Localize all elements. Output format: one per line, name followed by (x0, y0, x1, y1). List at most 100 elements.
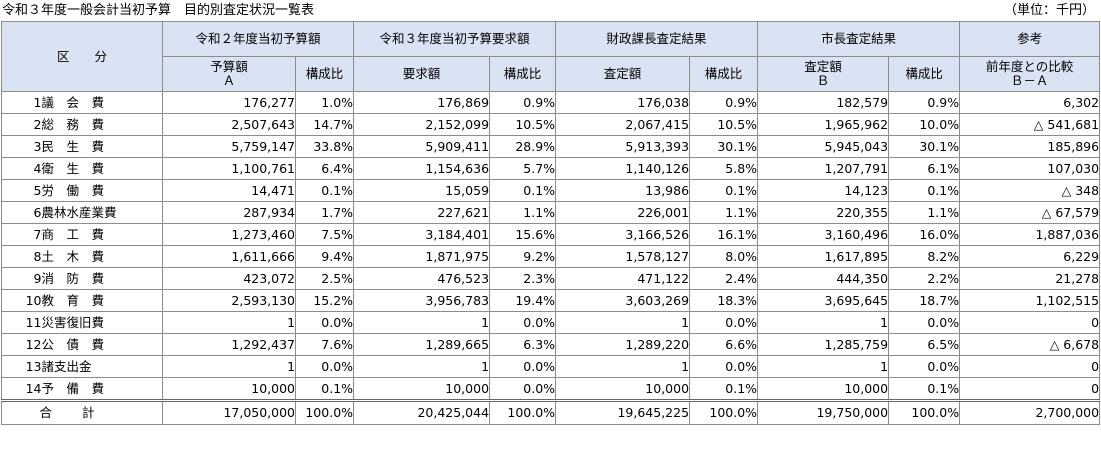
header-assessed-amount: 査定額 (555, 56, 691, 92)
row-category-name: 民 生 費 (41, 135, 164, 158)
cell-request-ratio: 19.4% (489, 289, 557, 312)
cell-request-amount: 1,289,665 (353, 333, 491, 356)
cell-diff: 21,278 (959, 267, 1101, 290)
cell-finance-amount: 1,289,220 (555, 333, 691, 356)
cell-request-ratio: 5.7% (489, 157, 557, 180)
page-title: 令和３年度一般会計当初予算 目的別査定状況一覧表 (2, 3, 315, 18)
cell-mayor-amount: 10,000 (757, 377, 890, 401)
header-ratio: 構成比 (295, 56, 355, 92)
cell-mayor-amount: 1 (757, 355, 890, 378)
row-category-name: 消 防 費 (41, 267, 164, 290)
cell-request-ratio: 0.9% (489, 91, 557, 114)
cell-r2-ratio: 1.0% (295, 91, 355, 114)
cell-mayor-amount: 3,160,496 (757, 223, 890, 246)
cell-r2-amount: 1,100,761 (162, 157, 297, 180)
unit-label: （単位：千円） (1003, 3, 1095, 18)
cell-mayor-ratio: 6.1% (888, 157, 961, 180)
cell-mayor-ratio: 30.1% (888, 135, 961, 158)
cell-diff: △ 348 (959, 179, 1101, 202)
cell-finance-ratio: 100.0% (689, 399, 759, 425)
row-number: 7 (1, 223, 42, 246)
cell-diff: △ 67,579 (959, 201, 1101, 224)
cell-r2-ratio: 6.4% (295, 157, 355, 180)
cell-request-amount: 1 (353, 311, 491, 334)
header-finance-review: 財政課長査定結果 (555, 21, 759, 57)
cell-finance-ratio: 10.5% (689, 113, 759, 136)
total-label: 合計 (0, 399, 164, 425)
cell-diff: 107,030 (959, 157, 1101, 180)
cell-mayor-ratio: 18.7% (888, 289, 961, 312)
cell-mayor-ratio: 2.2% (888, 267, 961, 290)
cell-mayor-amount: 1 (757, 311, 890, 334)
budget-table: 区 分 令和２年度当初予算額 令和３年度当初予算要求額 財政課長査定結果 市長査… (0, 21, 1101, 425)
cell-mayor-ratio: 0.1% (888, 179, 961, 202)
cell-request-ratio: 15.6% (489, 223, 557, 246)
cell-diff: 0 (959, 377, 1101, 401)
header-r2-budget: 令和２年度当初予算額 (162, 21, 355, 57)
row-number: 8 (1, 245, 42, 268)
header-r3-request: 令和３年度当初予算要求額 (353, 21, 557, 57)
row-category-name: 土 木 費 (41, 245, 164, 268)
cell-mayor-ratio: 0.1% (888, 377, 961, 401)
cell-request-amount: 476,523 (353, 267, 491, 290)
cell-mayor-ratio: 100.0% (888, 399, 961, 425)
cell-finance-amount: 13,986 (555, 179, 691, 202)
cell-finance-amount: 19,645,225 (555, 399, 691, 425)
cell-mayor-ratio: 0.0% (888, 355, 961, 378)
cell-finance-amount: 1 (555, 355, 691, 378)
cell-r2-ratio: 0.1% (295, 179, 355, 202)
cell-finance-amount: 5,913,393 (555, 135, 691, 158)
cell-request-amount: 176,869 (353, 91, 491, 114)
cell-r2-amount: 10,000 (162, 377, 297, 401)
row-number: 6 (1, 201, 42, 224)
header-ratio: 構成比 (689, 56, 759, 92)
cell-mayor-amount: 1,965,962 (757, 113, 890, 136)
row-number: 3 (1, 135, 42, 158)
cell-diff: 0 (959, 355, 1101, 378)
cell-r2-amount: 17,050,000 (162, 399, 297, 425)
cell-mayor-amount: 444,350 (757, 267, 890, 290)
cell-request-ratio: 0.0% (489, 355, 557, 378)
cell-mayor-amount: 3,695,645 (757, 289, 890, 312)
cell-request-ratio: 9.2% (489, 245, 557, 268)
cell-finance-ratio: 30.1% (689, 135, 759, 158)
cell-mayor-ratio: 0.0% (888, 311, 961, 334)
table-row: 6 農林水産業費 287,934 1.7% 227,621 1.1% 226,001 1.1%… (1, 201, 1101, 224)
cell-mayor-amount: 182,579 (757, 91, 890, 114)
cell-r2-ratio: 1.7% (295, 201, 355, 224)
cell-mayor-amount: 1,617,895 (757, 245, 890, 268)
cell-finance-amount: 3,603,269 (555, 289, 691, 312)
cell-request-ratio: 2.3% (489, 267, 557, 290)
cell-request-ratio: 28.9% (489, 135, 557, 158)
table-row: 13 諸支出金 1 0.0% 1 0.0% 1 0.0% 1 0.0% 0 (1, 355, 1101, 378)
cell-r2-amount: 2,593,130 (162, 289, 297, 312)
row-number: 14 (1, 377, 42, 401)
cell-finance-ratio: 18.3% (689, 289, 759, 312)
cell-r2-ratio: 100.0% (295, 399, 355, 425)
cell-mayor-amount: 220,355 (757, 201, 890, 224)
cell-diff: 1,102,515 (959, 289, 1101, 312)
cell-finance-ratio: 0.9% (689, 91, 759, 114)
header-budget-a: 予算額 Ａ (162, 56, 297, 92)
cell-request-amount: 1 (353, 355, 491, 378)
cell-mayor-ratio: 6.5% (888, 333, 961, 356)
cell-finance-ratio: 5.8% (689, 157, 759, 180)
cell-finance-amount: 3,166,526 (555, 223, 691, 246)
row-category-name: 教 育 費 (41, 289, 164, 312)
row-number: 5 (1, 179, 42, 202)
cell-diff: 6,302 (959, 91, 1101, 114)
row-category-name: 商 工 費 (41, 223, 164, 246)
cell-finance-amount: 226,001 (555, 201, 691, 224)
cell-request-amount: 20,425,044 (353, 399, 491, 425)
cell-diff: 6,229 (959, 245, 1101, 268)
row-category-name: 予 備 費 (41, 377, 164, 401)
cell-r2-amount: 423,072 (162, 267, 297, 290)
cell-finance-amount: 176,038 (555, 91, 691, 114)
cell-diff: 2,700,000 (959, 399, 1101, 425)
cell-mayor-amount: 1,285,759 (757, 333, 890, 356)
